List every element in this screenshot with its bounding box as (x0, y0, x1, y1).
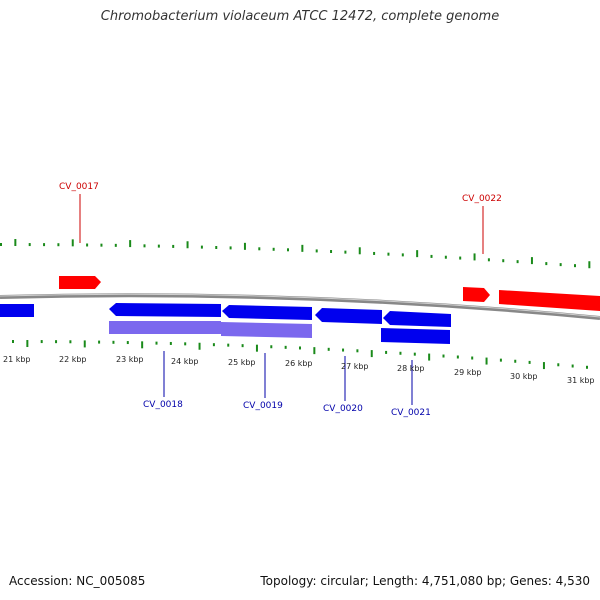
feature-cv-0022[interactable] (463, 287, 490, 302)
feature-cv-0021-rna[interactable] (381, 328, 450, 344)
gene-label[interactable]: CV_0022 (462, 194, 502, 204)
feature-cv-0019[interactable] (222, 305, 312, 320)
kbp-label: 23 kbp (116, 355, 144, 364)
feature-cv-0019-rna[interactable] (221, 322, 312, 338)
gene-label[interactable]: CV_0019 (243, 401, 283, 411)
feature-cv-0018-rna[interactable] (109, 321, 221, 334)
feature-cv-0020[interactable] (315, 308, 382, 324)
kbp-label: 22 kbp (59, 355, 87, 364)
kbp-label-track: 21 kbp 22 kbp 23 kbp 24 kbp 25 kbp 26 kbp 27 k… (3, 355, 595, 385)
gene-label[interactable]: CV_0020 (323, 404, 363, 414)
kbp-label: 27 kbp (341, 362, 369, 371)
feature-cv-0016[interactable] (0, 304, 34, 317)
accession-text: Accession: NC_005085 (9, 574, 146, 588)
gene-label-leaders (79, 194, 484, 405)
gene-label[interactable]: CV_0018 (143, 400, 183, 410)
map-title: Chromobacterium violaceum ATCC 12472, co… (100, 9, 500, 24)
kbp-label: 21 kbp (3, 355, 31, 364)
feature-cv-0021[interactable] (383, 311, 451, 327)
tick-track-upper (0, 239, 591, 269)
genome-backbone-highlight (0, 293, 600, 318)
kbp-label: 31 kbp (567, 376, 595, 385)
gene-label[interactable]: CV_0021 (391, 408, 431, 418)
topology-summary: Topology: circular; Length: 4,751,080 bp… (260, 574, 590, 588)
genome-backbone (0, 293, 600, 320)
kbp-label: 24 kbp (171, 357, 199, 366)
tick-track-lower (12, 340, 588, 370)
kbp-label: 26 kbp (285, 359, 313, 368)
gene-label-track: CV_0017 CV_0022 CV_0018 CV_0019 CV_0020 CV_00… (59, 182, 502, 418)
feature-cv-0018[interactable] (109, 303, 221, 317)
feature-cv-0023[interactable] (499, 290, 600, 311)
kbp-label: 29 kbp (454, 368, 482, 377)
kbp-label: 28 kbp (397, 364, 425, 373)
feature-track (0, 276, 600, 344)
kbp-label: 30 kbp (510, 372, 538, 381)
feature-cv-0017[interactable] (59, 276, 101, 289)
gene-label[interactable]: CV_0017 (59, 182, 99, 192)
kbp-label: 25 kbp (228, 358, 256, 367)
